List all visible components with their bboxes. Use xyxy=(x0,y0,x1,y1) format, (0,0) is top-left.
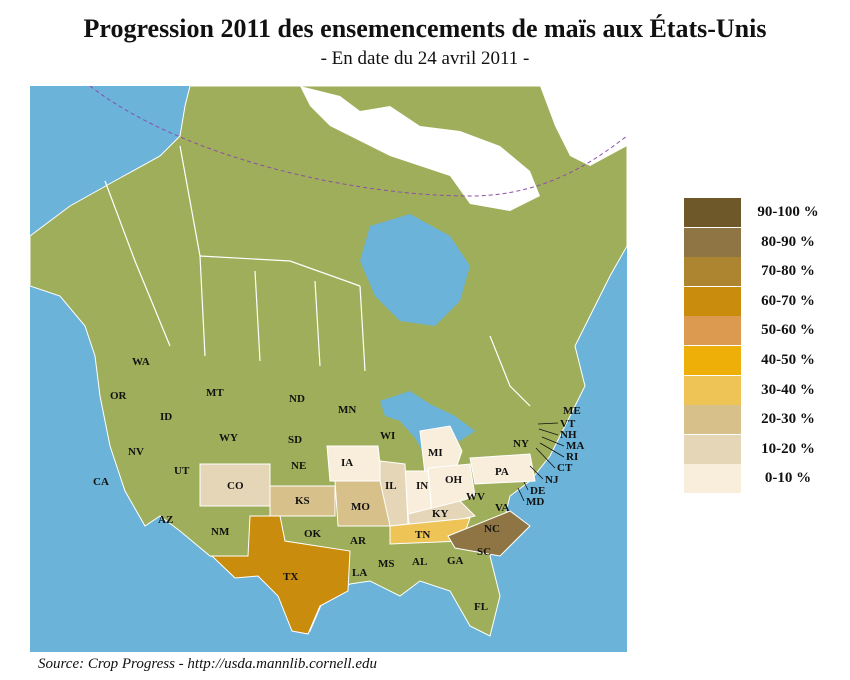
map-subtitle: - En date du 24 avril 2011 - xyxy=(320,48,530,69)
state-label-ne: NE xyxy=(291,460,306,472)
state-label-md: MD xyxy=(526,496,544,508)
legend-label: 90-100 % xyxy=(757,204,819,220)
legend-label: 50-60 % xyxy=(761,322,815,339)
state-label-de: DE xyxy=(530,485,545,497)
state-shape-pa xyxy=(469,453,536,485)
legend-swatch xyxy=(684,405,741,435)
state-shape-oh xyxy=(427,463,476,512)
state-label-pa: PA xyxy=(495,466,509,478)
legend-swatch xyxy=(684,286,741,316)
state-label-ky: KY xyxy=(432,508,449,520)
state-label-ms: MS xyxy=(378,558,395,570)
great-lakes xyxy=(380,391,475,456)
state-labels: WA OR ID MT ND MN WY SD WI MI NY ME VT N… xyxy=(93,356,584,613)
state-label-va: VA xyxy=(495,502,510,514)
source-note: Source: Crop Progress - http://usda.mann… xyxy=(38,656,377,672)
hudson-bay xyxy=(360,214,470,326)
legend-swatch xyxy=(684,464,741,494)
state-shape-ia xyxy=(326,445,383,482)
legend: 90-100 % 80-90 % 70-80 % 60-70 % 50-60 %… xyxy=(684,198,834,494)
legend-label: 20-30 % xyxy=(761,411,815,428)
legend-item: 20-30 % xyxy=(684,405,834,435)
state-label-ga: GA xyxy=(447,555,464,567)
legend-swatch xyxy=(684,375,741,405)
legend-item: 60-70 % xyxy=(684,286,834,317)
state-label-az: AZ xyxy=(158,514,173,526)
state-label-mn: MN xyxy=(338,404,356,416)
legend-label: 0-10 % xyxy=(764,470,812,487)
state-label-nh: NH xyxy=(560,429,577,441)
state-label-nm: NM xyxy=(211,526,230,538)
state-label-mt: MT xyxy=(206,387,224,399)
state-label-nd: ND xyxy=(289,393,305,405)
state-label-ny: NY xyxy=(513,438,529,450)
state-label-sd: SD xyxy=(288,434,302,446)
legend-label: 40-50 % xyxy=(761,351,815,368)
state-label-in: IN xyxy=(416,480,428,492)
state-label-co: CO xyxy=(227,480,244,492)
legend-item: 90-100 % xyxy=(684,198,834,228)
legend-item: 80-90 % xyxy=(684,227,834,258)
province-borders xyxy=(104,145,531,407)
legend-item: 50-60 % xyxy=(684,316,834,346)
state-label-mo: MO xyxy=(351,501,370,513)
arctic-ice xyxy=(300,86,540,211)
state-label-nv: NV xyxy=(128,446,144,458)
state-label-al: AL xyxy=(412,556,427,568)
legend-label: 60-70 % xyxy=(761,292,815,309)
state-label-mi: MI xyxy=(428,447,443,459)
state-label-wy: WY xyxy=(219,432,238,444)
map-title: Progression 2011 des ensemencements de m… xyxy=(83,14,767,43)
state-label-ar: AR xyxy=(350,535,367,547)
arctic-circle xyxy=(89,86,627,197)
state-label-ca: CA xyxy=(93,476,109,488)
state-label-tn: TN xyxy=(415,529,430,541)
state-label-vt: VT xyxy=(560,418,576,430)
state-label-id: ID xyxy=(160,411,172,423)
state-leader-lines xyxy=(517,422,565,502)
state-label-wi: WI xyxy=(380,430,395,442)
state-shape-nc xyxy=(447,510,531,557)
legend-item: 0-10 % xyxy=(684,464,834,494)
state-label-me: ME xyxy=(563,405,581,417)
state-shape-mi xyxy=(419,425,463,475)
state-label-nc: NC xyxy=(484,523,500,535)
state-label-or: OR xyxy=(110,390,128,402)
map-area: WA OR ID MT ND MN WY SD WI MI NY ME VT N… xyxy=(30,86,627,652)
legend-label: 80-90 % xyxy=(761,233,815,250)
legend-swatch xyxy=(684,198,741,227)
state-label-oh: OH xyxy=(445,474,463,486)
state-label-il: IL xyxy=(385,480,397,492)
legend-swatch xyxy=(684,316,741,346)
legend-label: 70-80 % xyxy=(761,263,815,280)
state-label-nj: NJ xyxy=(545,474,559,486)
state-label-wv: WV xyxy=(466,491,485,503)
state-label-tx: TX xyxy=(283,571,298,583)
state-label-wa: WA xyxy=(132,356,150,368)
state-label-ks: KS xyxy=(295,495,310,507)
state-label-ri: RI xyxy=(566,451,578,463)
map-svg: WA OR ID MT ND MN WY SD WI MI NY ME VT N… xyxy=(30,86,627,652)
legend-label: 10-20 % xyxy=(761,440,815,457)
state-shape-tx xyxy=(210,515,351,635)
state-label-fl: FL xyxy=(474,601,488,613)
legend-item: 40-50 % xyxy=(684,345,834,376)
legend-swatch xyxy=(684,257,741,287)
state-label-ct: CT xyxy=(557,462,573,474)
state-shape-ks xyxy=(269,485,336,517)
legend-swatch xyxy=(684,345,741,375)
legend-swatch xyxy=(684,434,741,464)
legend-item: 30-40 % xyxy=(684,375,834,406)
state-label-la: LA xyxy=(352,567,367,579)
legend-label: 30-40 % xyxy=(761,381,815,398)
arctic-ice-east xyxy=(540,86,627,166)
state-label-ma: MA xyxy=(566,440,584,452)
state-label-ia: IA xyxy=(341,457,353,469)
state-label-ok: OK xyxy=(304,528,322,540)
state-label-ut: UT xyxy=(174,465,190,477)
legend-item: 10-20 % xyxy=(684,434,834,465)
legend-item: 70-80 % xyxy=(684,257,834,287)
state-label-sc: SC xyxy=(477,546,491,558)
legend-swatch xyxy=(684,227,741,257)
